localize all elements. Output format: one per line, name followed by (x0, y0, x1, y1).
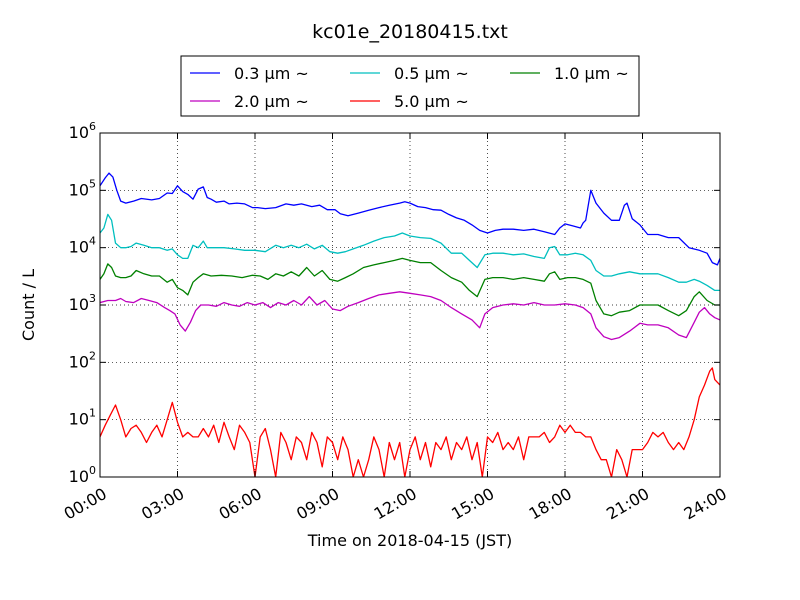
legend: 0.3 μm ~ 0.5 μm ~ 1.0 μm ~ 2.0 μm ~ 5.0 μm ~ (180, 55, 640, 117)
legend-box (180, 55, 640, 117)
y-axis-label: Count / L (19, 269, 38, 341)
legend-label-1: 0.3 μm ~ (234, 64, 309, 83)
y-tick-label: 103 (69, 292, 96, 314)
legend-label-3: 1.0 μm ~ (554, 64, 629, 83)
axis-ticks (99, 132, 721, 478)
legend-label-2: 0.5 μm ~ (394, 64, 469, 83)
x-axis-label: Time on 2018-04-15 (JST) (307, 531, 512, 550)
legend-label-5: 5.0 μm ~ (394, 92, 469, 111)
y-tick-label: 100 (69, 464, 96, 486)
series-lines (100, 172, 720, 477)
y-tick-label: 102 (69, 349, 96, 371)
y-tick-label: 105 (69, 177, 96, 199)
y-tick-label: 101 (69, 407, 96, 429)
series-line-5 (100, 367, 720, 477)
y-tick-label: 106 (69, 120, 96, 142)
series-line-4 (100, 291, 720, 341)
y-tick-labels: 100 101 102 103 104 105 106 (69, 120, 96, 486)
legend-label-4: 2.0 μm ~ (234, 92, 309, 111)
y-tick-label: 104 (69, 235, 96, 257)
chart-title: kc01e_20180415.txt (312, 21, 508, 43)
series-line-2 (100, 213, 720, 292)
series-line-3 (100, 257, 720, 317)
series-line-1 (100, 172, 720, 266)
